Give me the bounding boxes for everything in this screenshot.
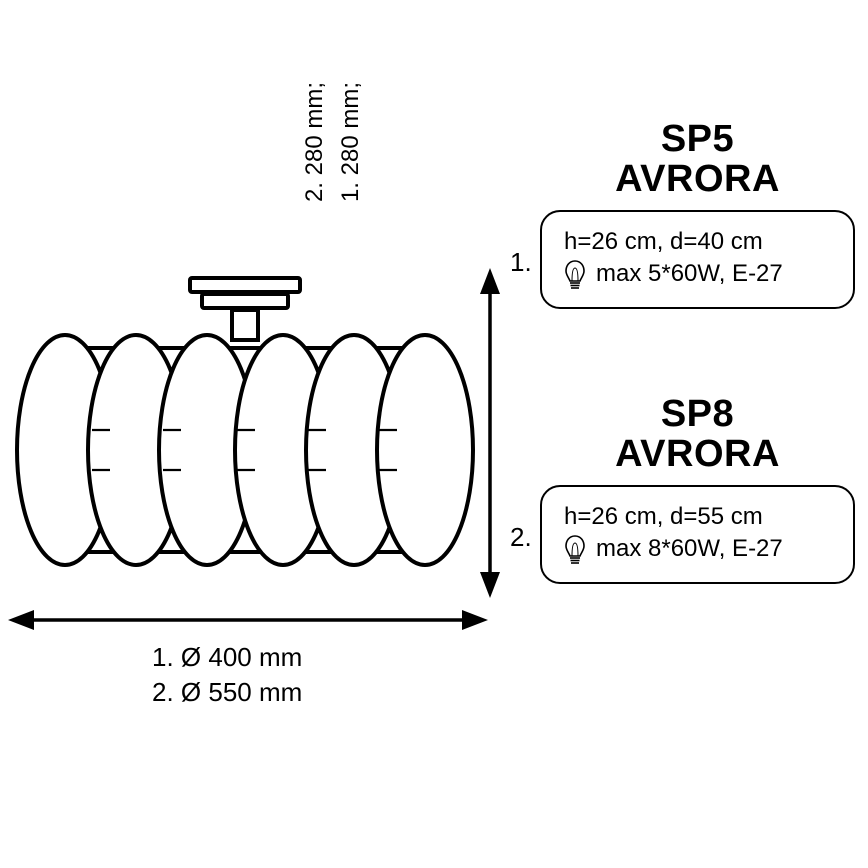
spec2-title: SP8 AVRORA	[540, 395, 855, 475]
fixture-drawing	[10, 260, 510, 620]
spec1-box: h=26 cm, d=40 cm max 5*60W, E-27	[540, 210, 855, 309]
spec1-label: 1.	[510, 247, 532, 278]
spec2-label: 2.	[510, 522, 532, 553]
bulb-icon	[564, 259, 586, 291]
diameter-dim-2: 2. Ø 550 mm	[152, 675, 302, 710]
diameter-dimension-arrow	[8, 600, 488, 640]
height-dimension-arrow	[470, 268, 510, 598]
product-diagram: 2. 280 mm; 1. 280 mm; 1. Ø 400 mm 2. Ø 5…	[0, 0, 868, 868]
spec2-dimensions: h=26 cm, d=55 cm	[564, 501, 831, 533]
spec1-title: SP5 AVRORA	[540, 120, 855, 200]
spec2-box: h=26 cm, d=55 cm max 8*60W, E-27	[540, 485, 855, 584]
spec1-dimensions: h=26 cm, d=40 cm	[564, 226, 831, 258]
height-dim-1: 1. 280 mm;	[336, 82, 366, 202]
bulb-icon	[564, 534, 586, 566]
spec2-wattage: max 8*60W, E-27	[596, 533, 783, 565]
diameter-dim-1: 1. Ø 400 mm	[152, 640, 302, 675]
spec1-wattage: max 5*60W, E-27	[596, 258, 783, 290]
height-dim-2: 2. 280 mm;	[300, 82, 330, 202]
